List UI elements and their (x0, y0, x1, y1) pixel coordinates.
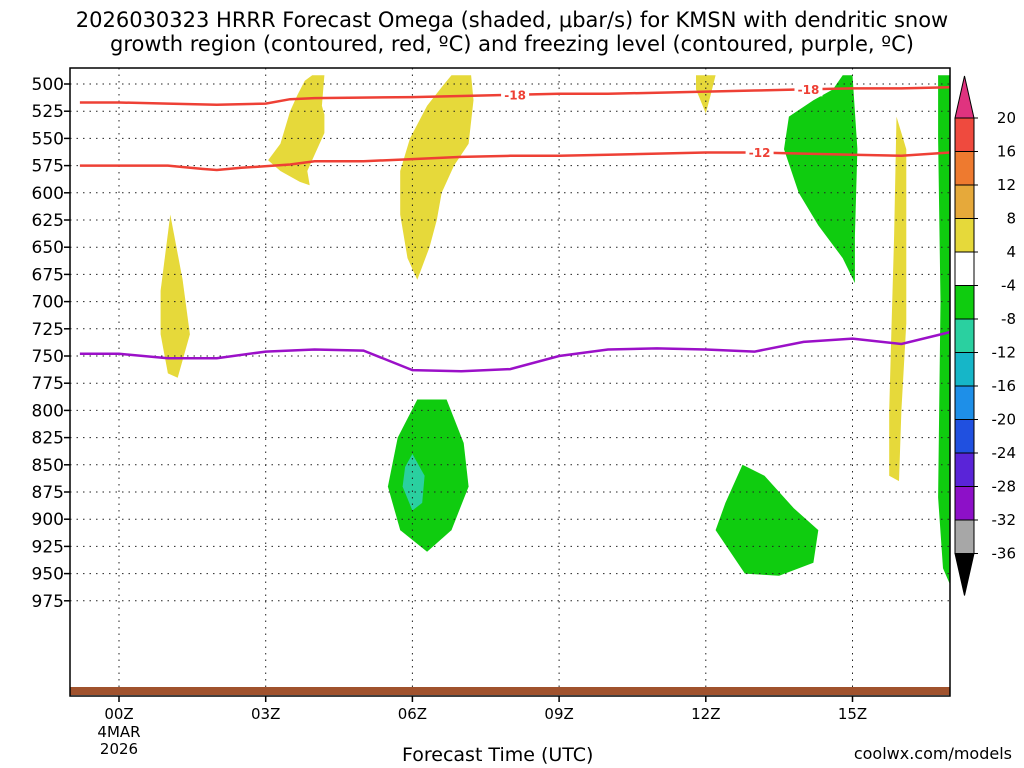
colorbar-label: 4 (1006, 243, 1016, 261)
y-tick-label: 650 (32, 238, 64, 258)
footer-url: coolwx.com/models (853, 744, 1012, 763)
y-tick-label: 800 (32, 401, 64, 421)
colorbar-bottom-arrow (954, 553, 975, 596)
y-tick-label: 975 (32, 592, 64, 612)
omega-region (784, 75, 858, 284)
x-tick-label: 06Z (398, 705, 427, 723)
colorbar-band (954, 452, 975, 487)
colorbar-label: -20 (992, 411, 1017, 429)
colorbar-label: -4 (1001, 277, 1016, 295)
colorbar-label: -16 (992, 377, 1017, 395)
colorbar-label: -12 (992, 344, 1017, 362)
colorbar-band (954, 352, 975, 387)
y-tick-label: 575 (32, 157, 64, 177)
freezing-level-line (79, 330, 951, 373)
colorbar-band (954, 385, 975, 420)
x-tick-label: 12Z (691, 705, 720, 723)
y-tick-label: 625 (32, 211, 64, 231)
dgz-contour-line (79, 151, 951, 172)
colorbar-label: 8 (1006, 210, 1016, 228)
colorbar-band (954, 251, 975, 286)
y-tick-label: 950 (32, 565, 64, 585)
omega-region (402, 453, 425, 511)
x-axis-title: Forecast Time (UTC) (402, 744, 594, 766)
y-tick-label: 725 (32, 320, 64, 340)
contour-label-bg (745, 145, 774, 160)
omega-region (160, 214, 190, 378)
ground-strip (70, 687, 950, 695)
x-year-label: 2026 (100, 740, 138, 758)
contour-label-bg (501, 87, 530, 102)
colorbar-label: 12 (997, 176, 1016, 194)
y-tick-label: 875 (32, 483, 64, 503)
y-tick-label: 550 (32, 129, 64, 149)
gridlines (70, 68, 950, 696)
omega-region (715, 464, 819, 576)
colorbar-label: -36 (992, 545, 1017, 563)
omega-region (268, 75, 325, 186)
x-tick-label: 03Z (251, 705, 280, 723)
contour-label: -18 (504, 88, 526, 102)
y-tick-label: 675 (32, 265, 64, 285)
y-tick-label: 525 (32, 102, 64, 122)
omega-region (938, 75, 950, 585)
chart-title-line-2: growth region (contoured, red, ºC) and f… (110, 32, 914, 56)
colorbar-label: 16 (997, 143, 1016, 161)
x-tick-label: 15Z (838, 705, 867, 723)
colorbar-label: -28 (992, 478, 1017, 496)
plot-frame (69, 67, 951, 697)
omega-region (889, 116, 907, 482)
x-tick-label: 00Z (104, 705, 133, 723)
y-tick-label: 500 (32, 75, 64, 95)
colorbar-label: -24 (992, 444, 1017, 462)
colorbar-band (954, 184, 975, 219)
colorbar: 20 16 12 8 4 -4 -8 -12 -16 -20 -24 -28 -32 -36 (954, 75, 1017, 596)
y-tick-label: 825 (32, 429, 64, 449)
y-tick-label: 600 (32, 184, 64, 204)
contour-label: -18 (798, 83, 820, 97)
x-tick-label: 09Z (544, 705, 573, 723)
colorbar-band (954, 285, 975, 320)
y-tick-label: 900 (32, 510, 64, 530)
y-tick-label: 750 (32, 347, 64, 367)
colorbar-band (954, 318, 975, 353)
chart-title-line-1: 2026030323 HRRR Forecast Omega (shaded, … (75, 8, 949, 32)
omega-region (387, 399, 469, 552)
colorbar-band (954, 218, 975, 253)
x-date-label: 4MAR (97, 723, 140, 741)
y-tick-label: 700 (32, 293, 64, 313)
colorbar-band (954, 419, 975, 454)
colorbar-band (954, 486, 975, 521)
ground-strip-fill (70, 687, 950, 695)
y-axis: 500 525 550 575 600 625 650 675 700 725 750 775 800 8… (32, 75, 70, 612)
omega-shading (160, 75, 950, 585)
contour-label-bg (794, 82, 823, 97)
colorbar-band (954, 117, 975, 152)
y-tick-label: 925 (32, 537, 64, 557)
contours: -18 -18 -12 (79, 82, 951, 373)
colorbar-label: -32 (992, 511, 1017, 529)
colorbar-band (954, 151, 975, 186)
colorbar-top-arrow (954, 75, 975, 119)
y-tick-label: 850 (32, 456, 64, 476)
colorbar-band (954, 519, 975, 554)
colorbar-label: -8 (1001, 310, 1016, 328)
y-tick-label: 775 (32, 374, 64, 394)
colorbar-label: 20 (997, 109, 1016, 127)
contour-label: -12 (749, 146, 771, 160)
omega-region (400, 75, 474, 280)
